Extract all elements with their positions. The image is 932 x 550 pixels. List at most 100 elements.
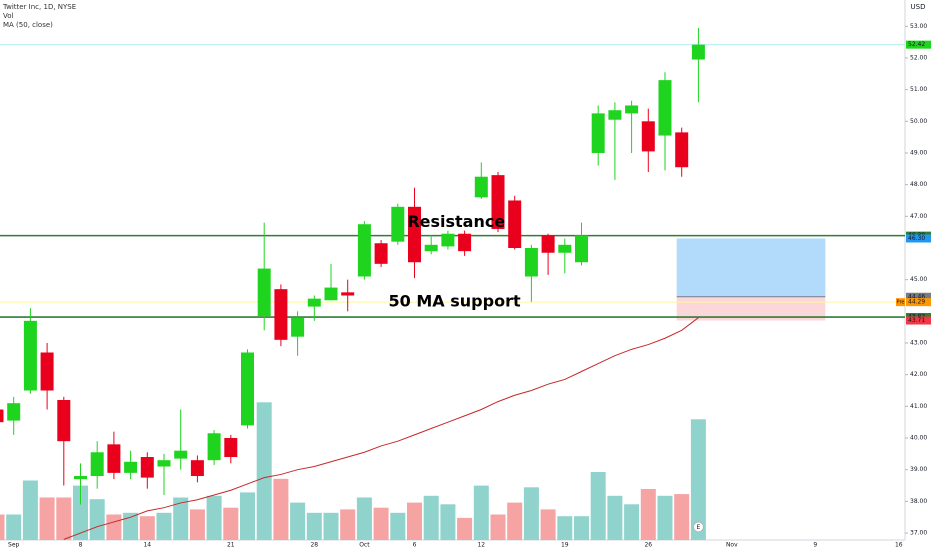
candle-body: [257, 268, 271, 317]
x-tick-label: 16: [895, 542, 903, 549]
volume-bar: [240, 492, 255, 540]
candle-body: [408, 206, 421, 263]
volume-bar: [273, 478, 289, 540]
x-tick-label: 12: [477, 542, 485, 549]
volume-bar: [674, 494, 690, 540]
candle-body: [40, 352, 54, 391]
candle-body: [0, 409, 4, 423]
volume-bar: [473, 485, 489, 540]
stop-zone: [676, 296, 826, 321]
price-tag: [906, 292, 931, 301]
candle-body: [124, 461, 138, 473]
x-tick-label: 21: [227, 542, 235, 549]
y-tick-label: 39.00: [910, 466, 927, 473]
candle-body: [307, 298, 321, 307]
volume-bar: [590, 472, 606, 540]
annotation: 50 MA support: [389, 291, 521, 310]
volume-bar: [73, 485, 88, 540]
volume-bar: [540, 509, 556, 540]
candle-body: [274, 289, 288, 340]
volume-bar: [123, 512, 139, 540]
candle-body: [675, 132, 689, 168]
price-tag: [906, 316, 931, 325]
volume-bar: [574, 516, 589, 540]
x-tick-label: 28: [310, 542, 318, 549]
volume-bar: [306, 512, 322, 540]
volume-bar: [6, 514, 22, 540]
volume-bar: [624, 504, 640, 540]
volume-bar: [457, 517, 473, 540]
y-tick-label: 43.00: [910, 340, 927, 347]
candle-body: [491, 175, 505, 229]
candle-body: [341, 292, 355, 296]
volume-bar: [423, 495, 439, 540]
price-axis-bg: [905, 0, 932, 550]
y-tick-label: 48.00: [910, 181, 927, 188]
y-tick-label: 41.00: [910, 403, 927, 410]
volume-bar: [139, 516, 155, 540]
y-tick-label: 40.00: [910, 435, 927, 442]
x-tick-label: Sep: [8, 542, 20, 549]
candle-body: [157, 460, 171, 467]
volume-bar: [407, 502, 422, 540]
volume-bar: [56, 497, 72, 540]
candle-body: [424, 244, 438, 252]
volume-bar: [173, 497, 189, 540]
candle-body: [458, 233, 472, 252]
candle-body: [625, 105, 639, 114]
x-tick-label: 9: [813, 542, 817, 549]
x-tick-label: 14: [143, 542, 151, 549]
y-tick-label: 47.00: [910, 213, 927, 220]
candle-body: [357, 224, 371, 277]
candle-body: [558, 244, 572, 253]
candle-body: [324, 287, 338, 301]
volume-bar: [557, 516, 573, 540]
volume-bar: [523, 487, 539, 540]
candle-body: [241, 352, 254, 426]
volume-bar: [390, 512, 406, 540]
candle-body: [224, 438, 238, 458]
candle-body: [90, 452, 104, 477]
volume-bar: [323, 512, 339, 540]
volume-bar: [690, 419, 706, 540]
candle-body: [658, 80, 672, 136]
volume-bar: [223, 507, 239, 540]
volume-bar: [440, 504, 456, 540]
volume-bar: [0, 514, 5, 540]
candle-body: [691, 44, 705, 60]
prefix-label: Pre: [897, 300, 905, 306]
candle-body: [575, 235, 588, 263]
candle-body: [608, 110, 622, 120]
price-tag: [906, 298, 931, 307]
candle-body: [23, 320, 37, 391]
earnings-icon: [692, 521, 704, 533]
volume-bar: [189, 509, 205, 540]
volume-bar: [290, 502, 306, 540]
volume-bar: [657, 495, 673, 540]
volume-bar: [490, 514, 506, 540]
candle-body: [7, 403, 21, 421]
indicator-label: MA (50, close): [3, 21, 53, 29]
x-tick-label: 19: [561, 542, 569, 549]
candle-body: [524, 247, 538, 277]
y-tick-label: 53.00: [910, 23, 927, 30]
price-tag-label: 44.29: [908, 299, 925, 306]
x-tick-label: Nov: [726, 542, 738, 549]
candle-body: [140, 457, 154, 478]
volume-bar: [22, 480, 38, 540]
candle-body: [641, 121, 655, 152]
chart-title: Twitter Inc, 1D, NYSE: [2, 3, 76, 11]
y-tick-label: 42.00: [910, 371, 927, 378]
volume-bar: [607, 495, 623, 540]
plot-area: [0, 27, 905, 540]
price-tag-label: 52.42: [908, 41, 925, 48]
volume-bar: [373, 507, 389, 540]
annotation: Resistance: [407, 212, 505, 231]
candle-body: [508, 200, 522, 248]
y-tick-label: 45.00: [910, 276, 927, 283]
price-tag-label: 43.71: [908, 317, 925, 324]
volume-bar: [106, 514, 122, 540]
x-tick-label: 26: [644, 542, 652, 549]
x-tick-label: Oct: [359, 542, 370, 549]
